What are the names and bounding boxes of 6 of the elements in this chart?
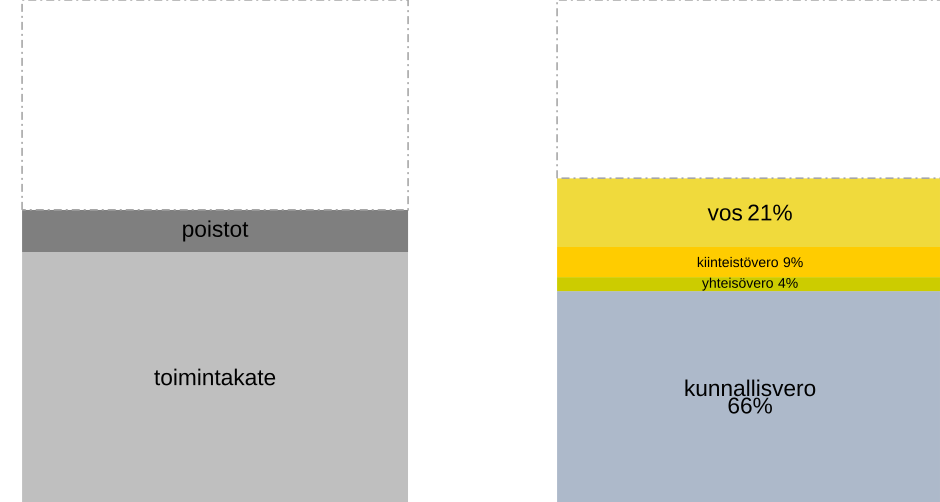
series-label: poistot (183, 220, 248, 242)
series-label: vos 21% (708, 204, 792, 221)
series-label: yhteisövero 4% (702, 278, 798, 291)
series-label: toimintakate (154, 368, 276, 386)
series-label: kiinteistövero 9% (698, 256, 803, 268)
series-label: kunnallisvero 66% (685, 380, 816, 414)
